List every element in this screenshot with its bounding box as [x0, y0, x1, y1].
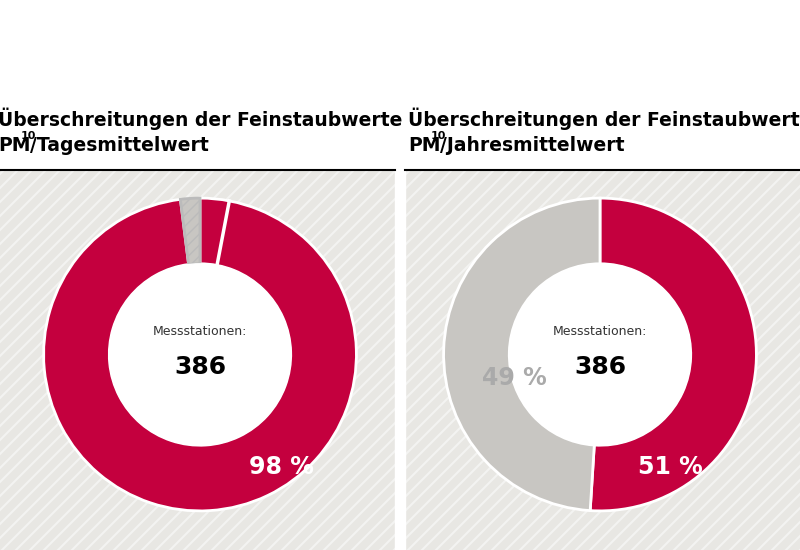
- Text: 51 %: 51 %: [638, 455, 702, 479]
- Text: /Tagesmittelwert: /Tagesmittelwert: [30, 136, 209, 155]
- FancyBboxPatch shape: [0, 0, 800, 90]
- FancyBboxPatch shape: [0, 90, 400, 170]
- FancyBboxPatch shape: [400, 90, 800, 170]
- Circle shape: [110, 264, 290, 445]
- Text: Überschreitungen der Feinstaubwerte: Überschreitungen der Feinstaubwerte: [408, 108, 800, 130]
- Text: 10: 10: [21, 131, 36, 141]
- Circle shape: [510, 264, 690, 445]
- Text: 386: 386: [174, 355, 226, 379]
- Text: Messstationen:: Messstationen:: [553, 324, 647, 338]
- Text: Messstationen:: Messstationen:: [153, 324, 247, 338]
- Text: 98 %: 98 %: [249, 455, 314, 479]
- Text: Überschreitungen der Feinstaubwerte: Überschreitungen der Feinstaubwerte: [0, 108, 402, 130]
- Text: /Jahresmittelwert: /Jahresmittelwert: [440, 136, 625, 155]
- Wedge shape: [444, 198, 600, 510]
- Text: PM: PM: [408, 136, 441, 155]
- Wedge shape: [590, 198, 756, 511]
- Text: PM: PM: [0, 136, 30, 155]
- Wedge shape: [180, 198, 200, 265]
- Text: 386: 386: [574, 355, 626, 379]
- Wedge shape: [44, 198, 356, 511]
- Text: 10: 10: [431, 131, 446, 141]
- Text: 49 %: 49 %: [482, 366, 546, 390]
